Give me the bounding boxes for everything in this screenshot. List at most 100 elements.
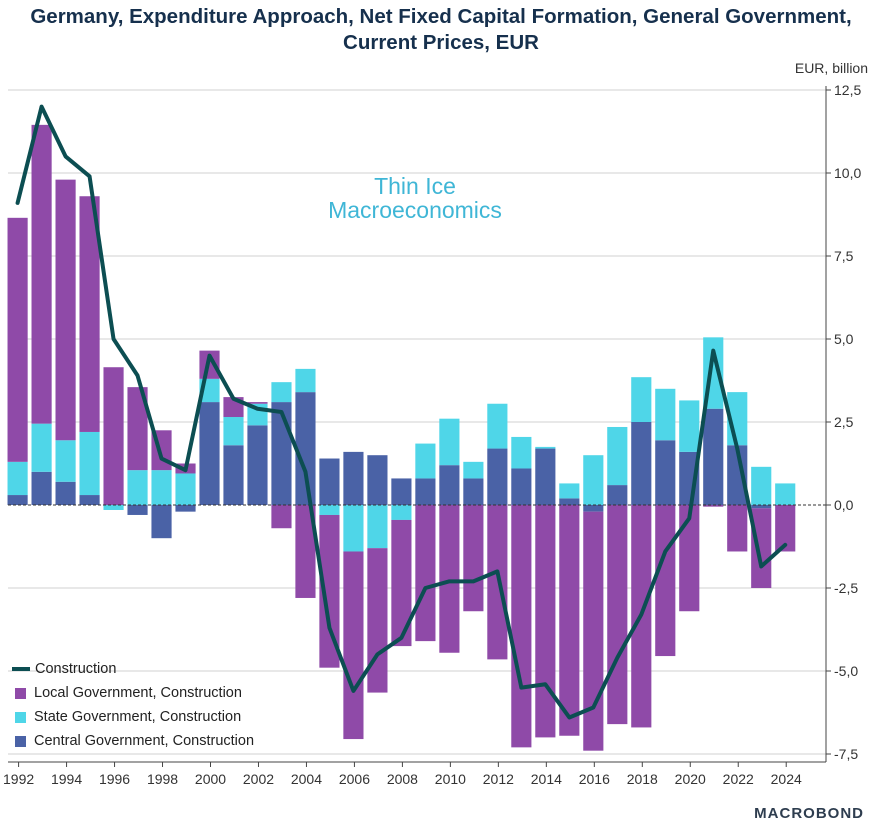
bar — [271, 402, 292, 505]
bar — [487, 448, 508, 505]
y-tick-label: 12,5 — [834, 82, 861, 98]
bar — [295, 368, 316, 393]
bar — [631, 377, 652, 422]
bar — [199, 402, 220, 505]
bar — [55, 440, 76, 482]
bar — [151, 505, 172, 539]
bar — [7, 495, 28, 505]
bar — [7, 461, 28, 496]
x-tick-label: 2010 — [435, 771, 466, 787]
x-tick-label: 2004 — [291, 771, 322, 787]
bar — [31, 124, 52, 424]
bar — [703, 505, 724, 507]
y-tick-label: 5,0 — [834, 331, 854, 347]
bar — [583, 505, 604, 512]
bar — [655, 505, 676, 657]
x-tick-label: 2000 — [195, 771, 226, 787]
bar — [559, 498, 580, 505]
bar — [607, 505, 628, 725]
x-tick-label: 1996 — [99, 771, 130, 787]
bar — [271, 382, 292, 403]
bar — [103, 505, 124, 510]
bar — [463, 505, 484, 612]
bar — [511, 436, 532, 469]
bar — [607, 426, 628, 486]
bar — [487, 403, 508, 449]
bar — [319, 505, 340, 515]
bar — [439, 465, 460, 505]
bar — [631, 422, 652, 505]
bar — [55, 481, 76, 505]
bar — [415, 443, 436, 479]
bar — [487, 505, 508, 660]
bar — [703, 408, 724, 505]
bar — [391, 478, 412, 505]
bar — [535, 505, 556, 738]
bar — [463, 461, 484, 479]
y-tick-label: 10,0 — [834, 165, 861, 181]
bar — [319, 514, 340, 668]
x-tick-label: 2012 — [483, 771, 514, 787]
legend-item: State Government, Construction — [12, 705, 254, 729]
bar — [319, 458, 340, 505]
legend-swatch — [15, 735, 26, 747]
legend-label: State Government, Construction — [34, 709, 242, 725]
legend-item: Central Government, Construction — [12, 729, 254, 753]
bar — [535, 446, 556, 449]
x-tick-label: 2008 — [387, 771, 418, 787]
bar — [55, 179, 76, 441]
bar — [247, 402, 268, 404]
x-tick-label: 1994 — [51, 771, 82, 787]
legend-swatch — [12, 667, 30, 671]
bar — [727, 505, 748, 552]
legend-swatch — [15, 687, 26, 699]
bar — [127, 505, 148, 515]
x-tick-label: 2020 — [675, 771, 706, 787]
y-axis-unit: EUR, billion — [794, 60, 868, 76]
y-tick-label: -7,5 — [834, 746, 858, 762]
bar — [295, 505, 316, 598]
bar — [559, 505, 580, 736]
y-tick-label: -2,5 — [834, 580, 858, 596]
bar — [295, 392, 316, 505]
bar — [175, 473, 196, 505]
x-tick-label: 1998 — [147, 771, 178, 787]
bar — [127, 387, 148, 471]
chart-title: Germany, Expenditure Approach, Net Fixed… — [30, 5, 852, 54]
bar — [463, 478, 484, 505]
y-tick-label: -5,0 — [834, 663, 858, 679]
legend-label: Central Government, Construction — [34, 733, 255, 749]
x-tick-label: 2018 — [627, 771, 658, 787]
legend-item: Local Government, Construction — [12, 681, 254, 705]
bar — [511, 468, 532, 505]
y-tick-label: 0,0 — [834, 497, 854, 513]
bar — [655, 388, 676, 441]
bar — [367, 505, 388, 549]
bar — [751, 466, 772, 505]
bar — [535, 448, 556, 505]
bar — [175, 505, 196, 512]
bar — [127, 470, 148, 505]
bar — [79, 431, 100, 496]
x-tick-label: 2006 — [339, 771, 370, 787]
bars — [7, 124, 796, 751]
bar — [271, 505, 292, 529]
bar — [775, 483, 796, 505]
x-tick-label: 1992 — [3, 771, 34, 787]
bar — [727, 445, 748, 505]
watermark-logo: Thin Ice Macroeconomics — [300, 174, 530, 222]
bar — [679, 505, 700, 612]
bar — [343, 451, 364, 505]
bar — [103, 367, 124, 505]
bar — [607, 485, 628, 505]
bar — [79, 495, 100, 505]
x-tick-label: 2016 — [579, 771, 610, 787]
construction-line — [15, 104, 788, 720]
bar — [751, 508, 772, 588]
axes: -7,5 -5,0 -2,5 0,0 2,5 5,0 7,5 10,0 12,5 1992 1994… — [3, 82, 861, 787]
legend-item: Construction — [12, 657, 254, 681]
y-tick-label: 7,5 — [834, 248, 854, 264]
line-series — [15, 104, 788, 720]
x-tick-label: 2022 — [723, 771, 754, 787]
bar — [343, 551, 364, 740]
